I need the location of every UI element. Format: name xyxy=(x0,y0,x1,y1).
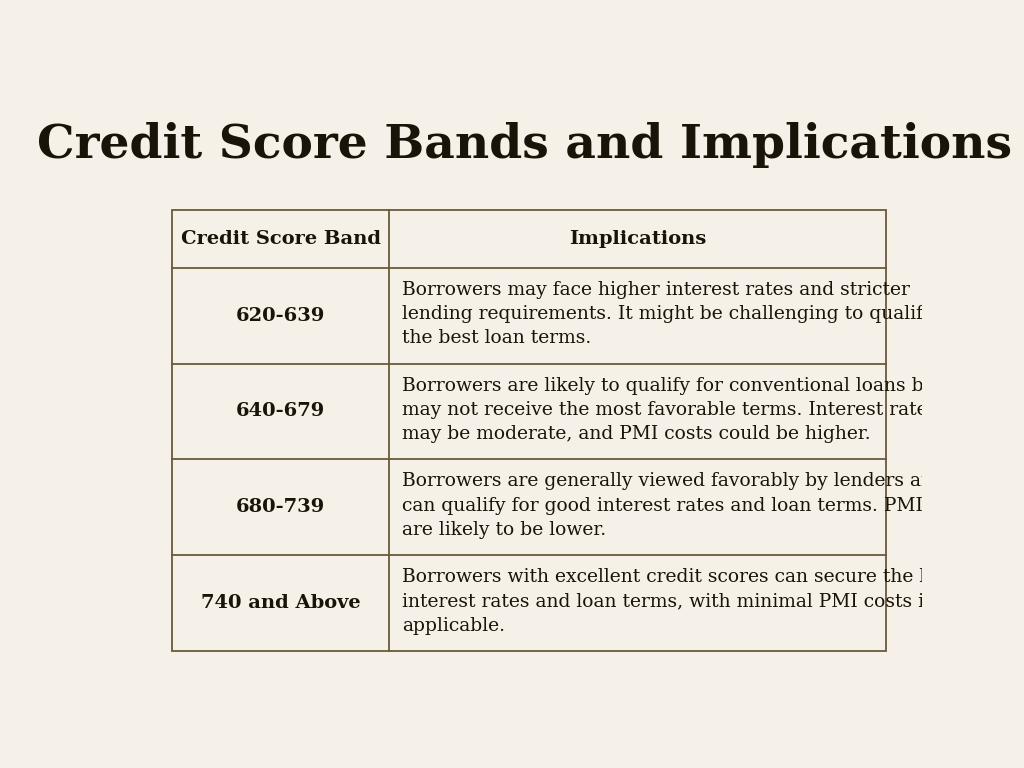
Bar xyxy=(172,210,886,651)
Text: Borrowers are generally viewed favorably by lenders and
can qualify for good int: Borrowers are generally viewed favorably… xyxy=(402,472,978,539)
Text: Implications: Implications xyxy=(569,230,707,248)
Text: 640-679: 640-679 xyxy=(236,402,326,420)
Text: Borrowers may face higher interest rates and stricter
lending requirements. It m: Borrowers may face higher interest rates… xyxy=(402,281,967,347)
Text: 680-739: 680-739 xyxy=(236,498,326,516)
Text: 740 and Above: 740 and Above xyxy=(201,594,360,612)
Text: Credit Score Bands and Implications: Credit Score Bands and Implications xyxy=(37,122,1013,168)
Text: Borrowers are likely to qualify for conventional loans but
may not receive the m: Borrowers are likely to qualify for conv… xyxy=(402,376,943,443)
Text: Credit Score Band: Credit Score Band xyxy=(180,230,381,248)
Text: Borrowers with excellent credit scores can secure the best
interest rates and lo: Borrowers with excellent credit scores c… xyxy=(402,568,959,635)
Text: 620-639: 620-639 xyxy=(236,306,326,325)
